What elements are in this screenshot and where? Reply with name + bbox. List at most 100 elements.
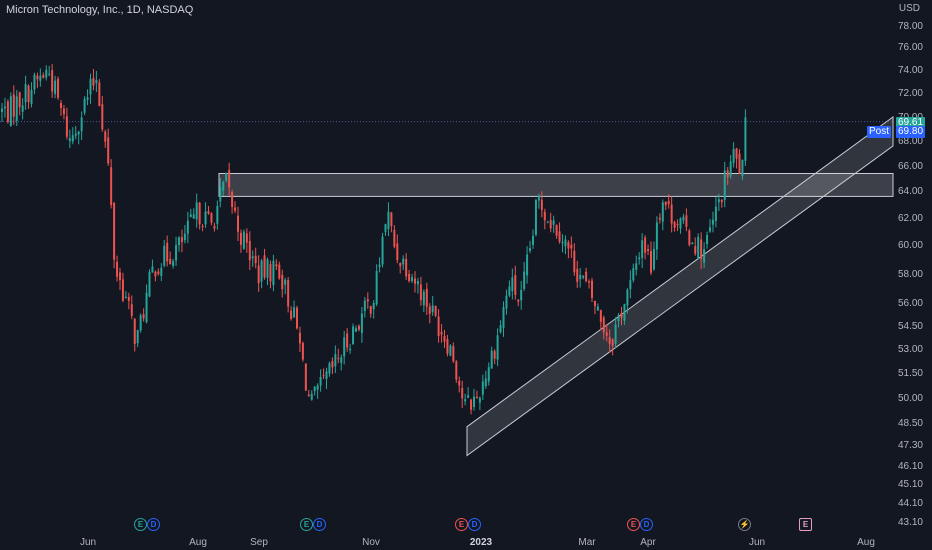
candle [481, 381, 484, 395]
candle [290, 310, 293, 319]
candle [15, 96, 18, 122]
candle [473, 396, 475, 407]
candle [322, 375, 325, 377]
candle [546, 221, 549, 223]
dividend-event-icon[interactable]: D [147, 518, 160, 531]
candle [591, 280, 593, 298]
candle [48, 73, 51, 75]
candle [287, 280, 290, 307]
dividend-event-icon[interactable]: D [313, 518, 326, 531]
candle [688, 230, 691, 245]
candle [487, 367, 490, 382]
candle [378, 264, 381, 267]
candle [552, 220, 555, 225]
candle [422, 291, 425, 306]
candle [741, 159, 744, 177]
candle [360, 313, 363, 334]
dividend-event-icon[interactable]: D [640, 518, 653, 531]
candle [57, 78, 60, 98]
candle [42, 74, 45, 78]
candle [585, 271, 588, 282]
candle [210, 213, 213, 223]
candle [670, 204, 673, 224]
candle [676, 223, 679, 226]
candle [449, 345, 452, 356]
earnings-event-icon[interactable]: E [627, 518, 640, 531]
earnings-event-icon[interactable]: E [300, 518, 313, 531]
candle [225, 172, 228, 181]
candle [729, 161, 732, 177]
candle [284, 279, 287, 285]
y-tick-label: 62.00 [898, 213, 923, 224]
candle [133, 318, 136, 344]
candle [272, 260, 275, 286]
candle [275, 264, 278, 267]
candle [298, 332, 301, 344]
candle [537, 195, 540, 201]
candle [9, 96, 12, 127]
candle [588, 281, 591, 283]
candle [582, 275, 585, 278]
x-tick-label: Aug [189, 537, 207, 548]
candle [127, 297, 130, 301]
candle [682, 216, 685, 221]
candle [213, 225, 216, 229]
split-event-icon[interactable]: ⚡ [738, 518, 751, 531]
candle [266, 259, 269, 278]
candle [68, 138, 71, 142]
dividend-event-icon[interactable]: D [468, 518, 481, 531]
candle [620, 312, 623, 318]
candle [139, 315, 142, 331]
candle [452, 346, 455, 362]
candle [36, 75, 39, 80]
candle [555, 225, 558, 236]
ascending-channel [466, 116, 894, 457]
earnings-event-icon[interactable]: E [455, 518, 468, 531]
candle [390, 212, 393, 227]
earnings-event-icon[interactable]: E [134, 518, 147, 531]
candle [242, 231, 245, 249]
candle [180, 237, 183, 243]
candle [567, 242, 570, 249]
candle [24, 84, 27, 103]
candle [346, 333, 349, 348]
candle [511, 277, 514, 292]
y-tick-label: 51.50 [898, 368, 923, 379]
candle [189, 214, 192, 217]
candle [157, 271, 160, 275]
y-tick-label: 64.00 [898, 186, 923, 197]
candle [629, 280, 632, 290]
x-tick-label: Aug [857, 537, 875, 548]
candle [307, 394, 310, 397]
candle [573, 250, 576, 273]
candle [502, 307, 505, 328]
candle [685, 215, 688, 227]
candle [30, 90, 33, 105]
y-tick-label: 46.10 [898, 461, 923, 472]
candle [428, 306, 431, 314]
candle [661, 202, 664, 222]
candle [39, 75, 42, 81]
candle [254, 255, 257, 264]
candle [738, 153, 741, 174]
candle [172, 261, 175, 266]
candle [119, 272, 121, 281]
candle [54, 80, 57, 95]
candle [145, 292, 148, 323]
candle [310, 393, 313, 400]
candle [83, 98, 86, 113]
candle [393, 229, 396, 247]
candle [679, 218, 682, 229]
candle [21, 105, 24, 112]
candle [564, 239, 567, 247]
candle [532, 235, 534, 245]
candle [496, 335, 499, 360]
candle [80, 117, 83, 132]
earnings-upcoming-event-icon[interactable]: E [799, 518, 812, 531]
x-tick-label: Sep [250, 537, 268, 548]
y-tick-label: 48.50 [898, 418, 923, 429]
candle [355, 328, 357, 332]
candle [641, 240, 644, 258]
candle [89, 78, 92, 95]
